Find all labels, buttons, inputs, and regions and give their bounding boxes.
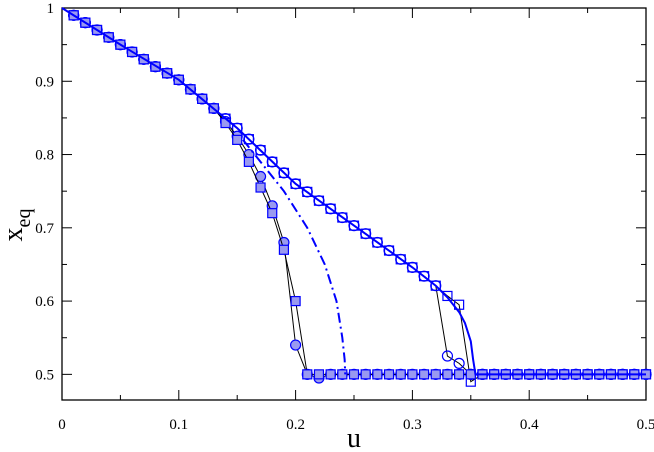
x-tick-label: 0.2 — [286, 417, 305, 433]
square-marker — [325, 369, 336, 380]
square-marker — [232, 134, 243, 145]
square-marker — [372, 369, 383, 380]
square-marker — [278, 167, 290, 178]
square-marker — [255, 182, 266, 193]
square-marker — [302, 186, 313, 198]
square-marker — [418, 271, 430, 282]
y-tick-label: 0.5 — [35, 367, 54, 383]
y-axis-label-main: x — [0, 227, 29, 241]
square-marker — [267, 156, 278, 167]
plot-frame — [61, 7, 647, 401]
square-marker — [454, 299, 465, 310]
square-marker — [383, 245, 395, 256]
square-marker — [313, 195, 325, 206]
y-tick-label: 0.9 — [35, 74, 54, 90]
y-tick-label: 0.8 — [35, 148, 54, 164]
circle-marker — [441, 350, 454, 362]
x-tick-label: 0.3 — [403, 417, 422, 433]
series-line — [242, 139, 347, 375]
square-marker — [372, 237, 383, 248]
y-axis-label-sub: eq — [13, 209, 35, 228]
circle-marker — [453, 357, 465, 369]
square-marker — [395, 254, 406, 265]
y-tick-label: 0.7 — [35, 221, 54, 237]
square-marker — [454, 369, 465, 380]
square-marker — [348, 369, 360, 380]
square-marker — [278, 244, 290, 255]
y-axis-label: xeq — [0, 209, 35, 242]
square-marker — [290, 178, 301, 189]
x-tick-label: 0.5 — [637, 417, 654, 433]
x-tick-label: 0.4 — [520, 417, 539, 433]
square-marker — [430, 280, 441, 291]
square-marker — [465, 369, 476, 380]
series-line — [61, 7, 646, 376]
x-tick-label: 0 — [58, 417, 66, 433]
x-axis-label: u — [347, 423, 361, 452]
square-marker — [360, 369, 371, 380]
square-marker — [407, 262, 418, 273]
square-marker — [255, 145, 266, 156]
square-marker — [325, 203, 336, 214]
square-marker — [337, 212, 348, 223]
y-tick-label: 0.6 — [35, 294, 54, 310]
square-marker — [442, 369, 453, 380]
square-marker — [418, 369, 430, 380]
square-marker — [313, 369, 325, 380]
square-marker — [243, 134, 254, 145]
x-tick-label: 0.1 — [169, 417, 188, 433]
square-marker — [348, 220, 360, 231]
square-marker — [442, 290, 453, 302]
square-marker — [290, 295, 301, 307]
square-marker — [243, 156, 254, 167]
square-marker — [267, 208, 278, 219]
square-marker — [360, 228, 371, 239]
square-marker — [430, 369, 441, 380]
y-tick-label: 1 — [47, 1, 55, 17]
square-marker — [383, 369, 395, 380]
square-marker — [395, 369, 406, 380]
circle-marker — [290, 339, 302, 351]
square-marker — [302, 369, 313, 380]
square-marker — [337, 369, 348, 380]
square-marker — [407, 369, 418, 380]
